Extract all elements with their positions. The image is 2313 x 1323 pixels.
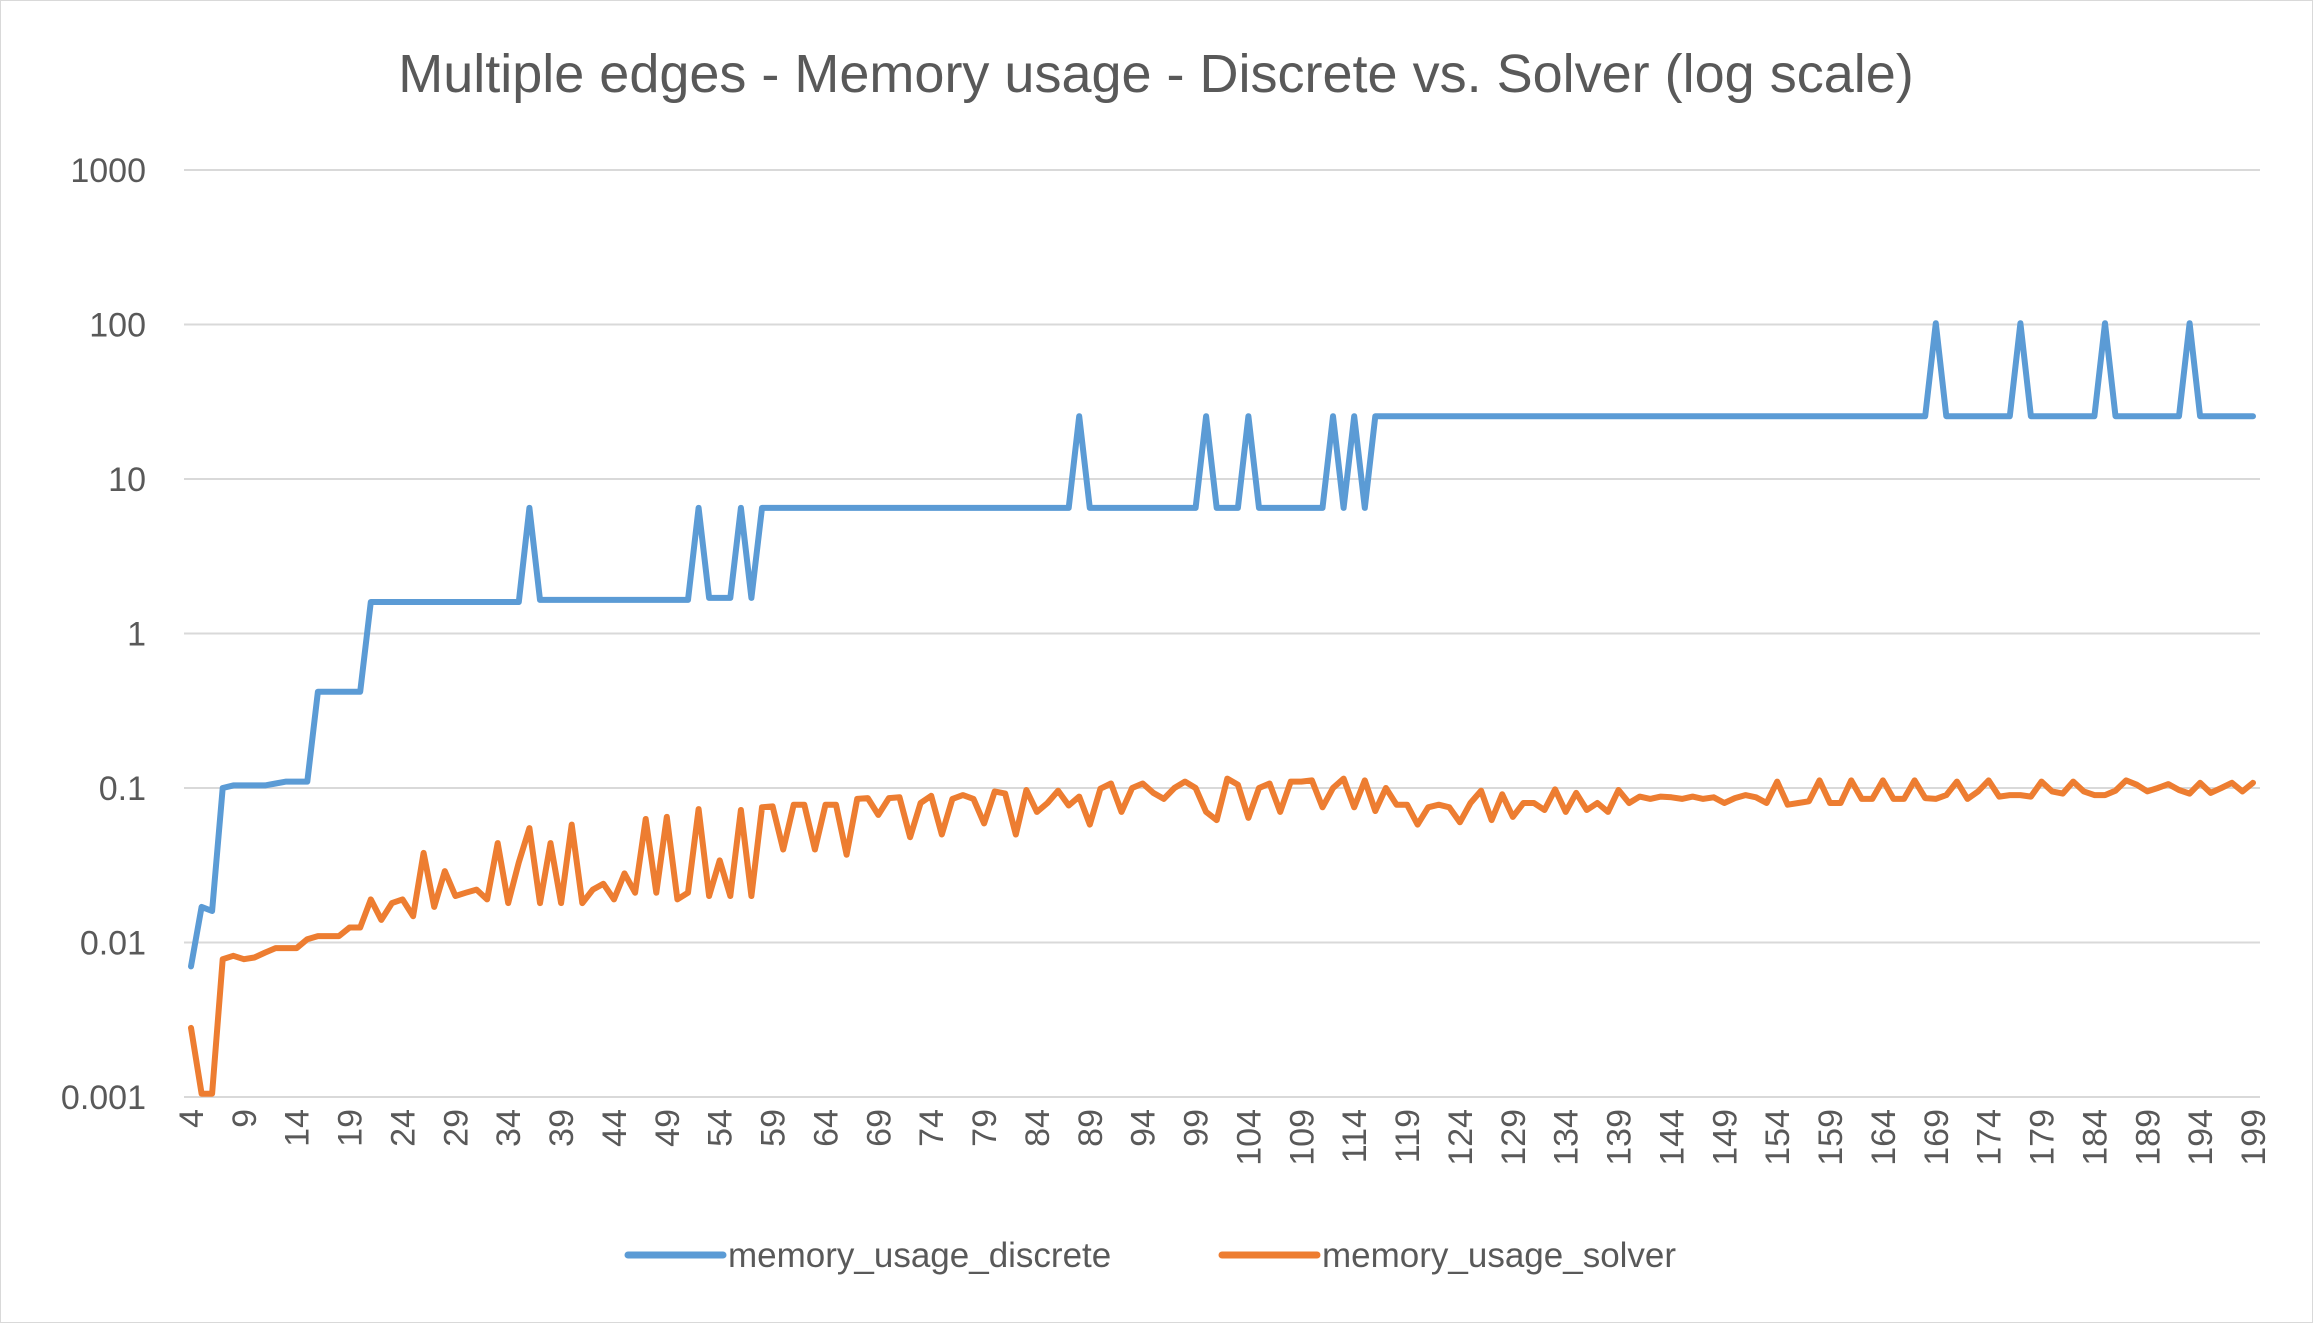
x-tick-label: 44 xyxy=(596,1109,634,1147)
legend: memory_usage_discrete memory_usage_solver xyxy=(624,1236,1676,1275)
legend-label: memory_usage_solver xyxy=(1322,1236,1676,1275)
x-tick-label: 104 xyxy=(1230,1109,1268,1166)
series-lines xyxy=(188,320,2256,1097)
series-line-solver xyxy=(188,775,2256,1097)
x-tick-label: 54 xyxy=(702,1109,740,1147)
x-tick-label: 39 xyxy=(543,1109,581,1147)
y-tick-label: 10 xyxy=(108,461,146,499)
x-tick-label: 29 xyxy=(437,1109,475,1147)
x-tick-label: 174 xyxy=(1971,1109,2009,1166)
x-tick-label: 64 xyxy=(807,1109,845,1147)
x-tick-label: 184 xyxy=(2076,1109,2114,1166)
x-tick-label: 74 xyxy=(913,1109,951,1147)
x-tick-label: 24 xyxy=(384,1109,422,1147)
x-tick-label: 199 xyxy=(2235,1109,2273,1166)
x-tick-label: 154 xyxy=(1759,1109,1797,1166)
x-tick-label: 134 xyxy=(1548,1109,1586,1166)
y-tick-label: 0.001 xyxy=(61,1079,146,1117)
x-tick-label: 169 xyxy=(1918,1109,1956,1166)
x-tick-label: 109 xyxy=(1283,1109,1321,1166)
x-tick-label: 49 xyxy=(649,1109,687,1147)
x-tick-label: 84 xyxy=(1019,1109,1057,1147)
legend-label: memory_usage_discrete xyxy=(728,1236,1111,1275)
y-tick-label: 0.1 xyxy=(99,770,146,808)
x-tick-label: 4 xyxy=(173,1109,211,1128)
x-tick-label: 89 xyxy=(1072,1109,1110,1147)
y-tick-label: 1000 xyxy=(70,152,146,190)
x-tick-label: 59 xyxy=(755,1109,793,1147)
chart-title: Multiple edges - Memory usage - Discrete… xyxy=(398,44,1914,104)
x-tick-label: 69 xyxy=(860,1109,898,1147)
x-tick-label: 119 xyxy=(1389,1109,1427,1163)
x-tick-label: 194 xyxy=(2182,1109,2220,1166)
x-tick-label: 144 xyxy=(1653,1109,1691,1166)
x-tick-label: 114 xyxy=(1336,1109,1374,1163)
x-tick-label: 124 xyxy=(1442,1109,1480,1166)
x-tick-label: 9 xyxy=(226,1109,264,1128)
x-tick-label: 159 xyxy=(1812,1109,1850,1166)
y-gridlines xyxy=(184,169,2260,944)
x-tick-label: 19 xyxy=(332,1109,370,1147)
y-tick-label: 0.01 xyxy=(80,925,146,963)
y-tick-label: 100 xyxy=(89,307,146,345)
x-tick-label: 94 xyxy=(1125,1109,1163,1147)
y-tick-labels: 0.001 0.01 0.1 1 10 100 1000 xyxy=(61,152,146,1117)
x-tick-label: 179 xyxy=(2024,1109,2062,1166)
x-tick-label: 99 xyxy=(1178,1109,1216,1147)
series-line-discrete xyxy=(188,320,2256,970)
x-tick-label: 164 xyxy=(1865,1109,1903,1166)
x-tick-label: 14 xyxy=(279,1109,317,1147)
x-tick-labels: 4 9 14 19 24 29 34 39 44 49 54 59 64 69 74 79 84 89 94 99 10… xyxy=(173,1109,2273,1166)
x-tick-label: 34 xyxy=(490,1109,528,1147)
y-tick-label: 1 xyxy=(127,616,146,654)
x-tick-label: 189 xyxy=(2129,1109,2167,1166)
x-tick-label: 149 xyxy=(1706,1109,1744,1166)
x-tick-label: 139 xyxy=(1601,1109,1639,1166)
x-tick-label: 79 xyxy=(966,1109,1004,1147)
x-tick-label: 129 xyxy=(1495,1109,1533,1166)
